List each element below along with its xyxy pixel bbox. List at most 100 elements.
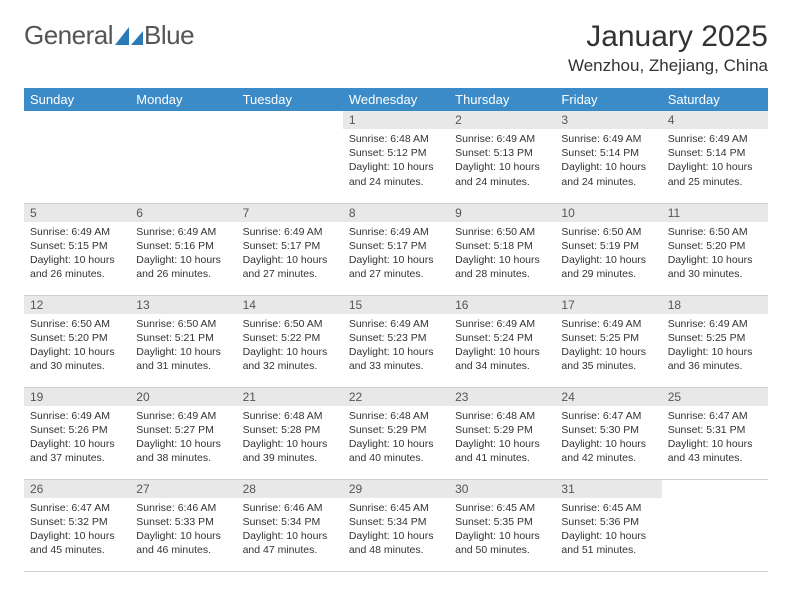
day-details: Sunrise: 6:46 AMSunset: 5:34 PMDaylight:… bbox=[237, 498, 343, 562]
day-details: Sunrise: 6:49 AMSunset: 5:14 PMDaylight:… bbox=[662, 129, 768, 193]
day-details: Sunrise: 6:49 AMSunset: 5:13 PMDaylight:… bbox=[449, 129, 555, 193]
calendar-week-row: 5Sunrise: 6:49 AMSunset: 5:15 PMDaylight… bbox=[24, 203, 768, 295]
day-details: Sunrise: 6:49 AMSunset: 5:24 PMDaylight:… bbox=[449, 314, 555, 378]
day-details: Sunrise: 6:50 AMSunset: 5:20 PMDaylight:… bbox=[662, 222, 768, 286]
day-details: Sunrise: 6:49 AMSunset: 5:15 PMDaylight:… bbox=[24, 222, 130, 286]
day-details: Sunrise: 6:49 AMSunset: 5:27 PMDaylight:… bbox=[130, 406, 236, 470]
calendar-day-cell: 29Sunrise: 6:45 AMSunset: 5:34 PMDayligh… bbox=[343, 479, 449, 571]
calendar-day-cell: 11Sunrise: 6:50 AMSunset: 5:20 PMDayligh… bbox=[662, 203, 768, 295]
day-number: 4 bbox=[662, 111, 768, 129]
day-details: Sunrise: 6:47 AMSunset: 5:30 PMDaylight:… bbox=[555, 406, 661, 470]
calendar-day-cell: 10Sunrise: 6:50 AMSunset: 5:19 PMDayligh… bbox=[555, 203, 661, 295]
calendar-day-cell: 12Sunrise: 6:50 AMSunset: 5:20 PMDayligh… bbox=[24, 295, 130, 387]
day-details: Sunrise: 6:49 AMSunset: 5:25 PMDaylight:… bbox=[555, 314, 661, 378]
calendar-body: 1Sunrise: 6:48 AMSunset: 5:12 PMDaylight… bbox=[24, 111, 768, 571]
day-details: Sunrise: 6:48 AMSunset: 5:29 PMDaylight:… bbox=[343, 406, 449, 470]
brand-logo: General Blue bbox=[24, 20, 194, 51]
calendar-day-cell: 6Sunrise: 6:49 AMSunset: 5:16 PMDaylight… bbox=[130, 203, 236, 295]
day-number: 28 bbox=[237, 480, 343, 498]
location-label: Wenzhou, Zhejiang, China bbox=[568, 56, 768, 76]
calendar-day-cell bbox=[662, 479, 768, 571]
calendar-day-cell: 7Sunrise: 6:49 AMSunset: 5:17 PMDaylight… bbox=[237, 203, 343, 295]
day-number: 8 bbox=[343, 204, 449, 222]
calendar-week-row: 12Sunrise: 6:50 AMSunset: 5:20 PMDayligh… bbox=[24, 295, 768, 387]
day-number: 21 bbox=[237, 388, 343, 406]
calendar-day-cell: 3Sunrise: 6:49 AMSunset: 5:14 PMDaylight… bbox=[555, 111, 661, 203]
day-details: Sunrise: 6:49 AMSunset: 5:14 PMDaylight:… bbox=[555, 129, 661, 193]
day-number: 29 bbox=[343, 480, 449, 498]
calendar-day-cell: 5Sunrise: 6:49 AMSunset: 5:15 PMDaylight… bbox=[24, 203, 130, 295]
day-number: 16 bbox=[449, 296, 555, 314]
calendar-day-cell: 2Sunrise: 6:49 AMSunset: 5:13 PMDaylight… bbox=[449, 111, 555, 203]
day-details: Sunrise: 6:45 AMSunset: 5:36 PMDaylight:… bbox=[555, 498, 661, 562]
page-header: General Blue January 2025 Wenzhou, Zheji… bbox=[24, 20, 768, 76]
day-number: 2 bbox=[449, 111, 555, 129]
day-number: 19 bbox=[24, 388, 130, 406]
day-details: Sunrise: 6:49 AMSunset: 5:17 PMDaylight:… bbox=[343, 222, 449, 286]
day-details: Sunrise: 6:50 AMSunset: 5:19 PMDaylight:… bbox=[555, 222, 661, 286]
day-number: 18 bbox=[662, 296, 768, 314]
calendar-day-cell: 20Sunrise: 6:49 AMSunset: 5:27 PMDayligh… bbox=[130, 387, 236, 479]
calendar-day-cell bbox=[237, 111, 343, 203]
day-number: 17 bbox=[555, 296, 661, 314]
day-number: 25 bbox=[662, 388, 768, 406]
calendar-day-cell: 4Sunrise: 6:49 AMSunset: 5:14 PMDaylight… bbox=[662, 111, 768, 203]
calendar-day-cell bbox=[130, 111, 236, 203]
calendar-day-cell: 25Sunrise: 6:47 AMSunset: 5:31 PMDayligh… bbox=[662, 387, 768, 479]
day-details: Sunrise: 6:50 AMSunset: 5:18 PMDaylight:… bbox=[449, 222, 555, 286]
day-number: 15 bbox=[343, 296, 449, 314]
day-number: 22 bbox=[343, 388, 449, 406]
calendar-day-cell: 31Sunrise: 6:45 AMSunset: 5:36 PMDayligh… bbox=[555, 479, 661, 571]
calendar-day-cell: 26Sunrise: 6:47 AMSunset: 5:32 PMDayligh… bbox=[24, 479, 130, 571]
calendar-day-cell: 8Sunrise: 6:49 AMSunset: 5:17 PMDaylight… bbox=[343, 203, 449, 295]
day-details: Sunrise: 6:49 AMSunset: 5:25 PMDaylight:… bbox=[662, 314, 768, 378]
calendar-day-cell: 1Sunrise: 6:48 AMSunset: 5:12 PMDaylight… bbox=[343, 111, 449, 203]
day-details: Sunrise: 6:47 AMSunset: 5:31 PMDaylight:… bbox=[662, 406, 768, 470]
calendar-day-cell: 9Sunrise: 6:50 AMSunset: 5:18 PMDaylight… bbox=[449, 203, 555, 295]
day-details: Sunrise: 6:50 AMSunset: 5:22 PMDaylight:… bbox=[237, 314, 343, 378]
day-details: Sunrise: 6:48 AMSunset: 5:12 PMDaylight:… bbox=[343, 129, 449, 193]
weekday-header: Saturday bbox=[662, 88, 768, 111]
day-details: Sunrise: 6:45 AMSunset: 5:34 PMDaylight:… bbox=[343, 498, 449, 562]
calendar-day-cell: 17Sunrise: 6:49 AMSunset: 5:25 PMDayligh… bbox=[555, 295, 661, 387]
weekday-header: Thursday bbox=[449, 88, 555, 111]
calendar-day-cell: 30Sunrise: 6:45 AMSunset: 5:35 PMDayligh… bbox=[449, 479, 555, 571]
day-details: Sunrise: 6:48 AMSunset: 5:29 PMDaylight:… bbox=[449, 406, 555, 470]
day-details: Sunrise: 6:46 AMSunset: 5:33 PMDaylight:… bbox=[130, 498, 236, 562]
day-number: 9 bbox=[449, 204, 555, 222]
day-number: 5 bbox=[24, 204, 130, 222]
day-details: Sunrise: 6:49 AMSunset: 5:23 PMDaylight:… bbox=[343, 314, 449, 378]
day-details: Sunrise: 6:47 AMSunset: 5:32 PMDaylight:… bbox=[24, 498, 130, 562]
day-number: 12 bbox=[24, 296, 130, 314]
weekday-header: Monday bbox=[130, 88, 236, 111]
day-number: 20 bbox=[130, 388, 236, 406]
calendar-day-cell: 14Sunrise: 6:50 AMSunset: 5:22 PMDayligh… bbox=[237, 295, 343, 387]
day-number: 23 bbox=[449, 388, 555, 406]
brand-word-2: Blue bbox=[144, 20, 194, 51]
calendar-page: General Blue January 2025 Wenzhou, Zheji… bbox=[0, 0, 792, 592]
weekday-header: Sunday bbox=[24, 88, 130, 111]
calendar-day-cell: 24Sunrise: 6:47 AMSunset: 5:30 PMDayligh… bbox=[555, 387, 661, 479]
day-details: Sunrise: 6:49 AMSunset: 5:26 PMDaylight:… bbox=[24, 406, 130, 470]
day-number: 27 bbox=[130, 480, 236, 498]
calendar-day-cell: 15Sunrise: 6:49 AMSunset: 5:23 PMDayligh… bbox=[343, 295, 449, 387]
calendar-day-cell: 16Sunrise: 6:49 AMSunset: 5:24 PMDayligh… bbox=[449, 295, 555, 387]
calendar-day-cell: 28Sunrise: 6:46 AMSunset: 5:34 PMDayligh… bbox=[237, 479, 343, 571]
weekday-header-row: Sunday Monday Tuesday Wednesday Thursday… bbox=[24, 88, 768, 111]
day-number: 10 bbox=[555, 204, 661, 222]
day-number: 30 bbox=[449, 480, 555, 498]
calendar-week-row: 1Sunrise: 6:48 AMSunset: 5:12 PMDaylight… bbox=[24, 111, 768, 203]
brand-word-1: General bbox=[24, 20, 113, 51]
weekday-header: Tuesday bbox=[237, 88, 343, 111]
day-details: Sunrise: 6:49 AMSunset: 5:17 PMDaylight:… bbox=[237, 222, 343, 286]
calendar-day-cell bbox=[24, 111, 130, 203]
day-number: 6 bbox=[130, 204, 236, 222]
calendar-day-cell: 13Sunrise: 6:50 AMSunset: 5:21 PMDayligh… bbox=[130, 295, 236, 387]
day-number: 24 bbox=[555, 388, 661, 406]
day-details: Sunrise: 6:50 AMSunset: 5:20 PMDaylight:… bbox=[24, 314, 130, 378]
calendar-table: Sunday Monday Tuesday Wednesday Thursday… bbox=[24, 88, 768, 572]
calendar-week-row: 26Sunrise: 6:47 AMSunset: 5:32 PMDayligh… bbox=[24, 479, 768, 571]
weekday-header: Friday bbox=[555, 88, 661, 111]
calendar-day-cell: 22Sunrise: 6:48 AMSunset: 5:29 PMDayligh… bbox=[343, 387, 449, 479]
day-number: 1 bbox=[343, 111, 449, 129]
